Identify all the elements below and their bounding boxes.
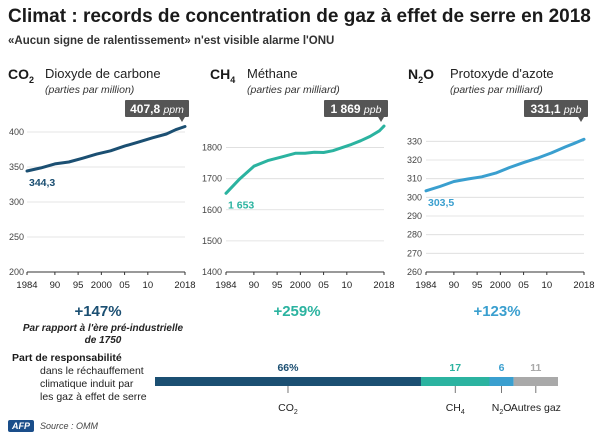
page-title: Climat : records de concentration de gaz… <box>8 6 591 27</box>
x-tick-label: 1984 <box>16 280 37 291</box>
x-tick-label: 2000 <box>290 280 311 291</box>
y-tick-label: 1800 <box>202 143 222 153</box>
x-tick-label: 90 <box>249 280 260 291</box>
end-value-pointer <box>378 117 384 122</box>
y-tick-label: 330 <box>407 136 422 146</box>
chart-panel-1: CO2 Dioxyde de carbone (parties par millio… <box>8 66 196 346</box>
x-tick-label: 10 <box>342 280 353 291</box>
responsibility-text: dans le réchauffement <box>40 365 144 377</box>
start-value-label: 344,3 <box>29 177 55 189</box>
gas-name: Méthane <box>247 66 298 81</box>
end-value-label: 407,8 ppm <box>130 102 184 116</box>
responsibility-text: climatique induit par <box>40 378 134 390</box>
page-subtitle: «Aucun signe de ralentissement» n'est vi… <box>8 35 335 47</box>
y-tick-label: 250 <box>9 232 24 242</box>
x-tick-label: 2000 <box>490 280 511 291</box>
x-tick-label: 95 <box>272 280 283 291</box>
x-tick-label: 90 <box>449 280 460 291</box>
series-line <box>25 125 187 173</box>
x-tick-label: 1984 <box>415 280 436 291</box>
footer: AFP Source : OMM <box>8 420 98 432</box>
y-tick-label: 310 <box>407 174 422 184</box>
y-tick-label: 1400 <box>202 267 222 277</box>
x-tick-label: 95 <box>472 280 483 291</box>
x-tick-label: 05 <box>318 280 329 291</box>
y-tick-label: 260 <box>407 267 422 277</box>
source-text: Source : OMM <box>40 421 99 431</box>
chart-panel-3: N2O Protoxyde d'azote (parties par milliar… <box>407 66 595 320</box>
change-percent: +147% <box>74 303 121 320</box>
responsibility-title: Part de responsabilité <box>12 352 122 364</box>
start-value-label: 1 653 <box>228 199 254 211</box>
gas-label: CO2 <box>278 402 298 416</box>
end-value-label: 331,1 ppb <box>531 102 582 116</box>
y-tick-label: 290 <box>407 211 422 221</box>
y-tick-label: 300 <box>407 192 422 202</box>
x-tick-label: 90 <box>50 280 61 291</box>
unit-label: (parties par milliard) <box>450 84 543 96</box>
share-bar-segment <box>513 377 558 386</box>
change-percent: +123% <box>473 303 520 320</box>
x-tick-label: 10 <box>143 280 154 291</box>
series-line <box>224 124 386 195</box>
gas-label: N2O <box>492 402 512 416</box>
x-tick-label: 05 <box>518 280 529 291</box>
x-tick-label: 2018 <box>573 280 594 291</box>
y-tick-label: 200 <box>9 267 24 277</box>
end-value-pointer <box>179 117 185 122</box>
gas-label: CH4 <box>446 402 465 416</box>
afp-logo: AFP <box>8 420 34 432</box>
responsibility-text: les gaz à effet de serre <box>40 391 147 403</box>
end-value-box <box>524 100 588 117</box>
unit-label: (parties par milliard) <box>247 84 340 96</box>
x-tick-label: 1984 <box>215 280 236 291</box>
end-value-box <box>125 100 189 117</box>
change-note-line: Par rapport à l'ère pré-industrielle <box>23 323 184 334</box>
end-value-label: 1 869 ppb <box>331 102 382 116</box>
share-value-label: 17 <box>449 362 461 374</box>
x-tick-label: 2018 <box>373 280 394 291</box>
gas-label: Autres gaz <box>511 402 561 414</box>
share-value-label: 11 <box>530 362 541 374</box>
x-tick-label: 05 <box>119 280 130 291</box>
x-tick-label: 95 <box>73 280 84 291</box>
y-tick-label: 1600 <box>202 205 222 215</box>
gas-formula: CO2 <box>8 66 34 85</box>
share-value-label: 66% <box>277 362 299 374</box>
share-value-label: 6 <box>499 362 505 374</box>
gas-name: Dioxyde de carbone <box>45 66 161 81</box>
y-tick-label: 320 <box>407 155 422 165</box>
x-tick-label: 2018 <box>174 280 195 291</box>
y-tick-label: 300 <box>9 197 24 207</box>
y-tick-label: 400 <box>9 127 24 137</box>
y-tick-label: 270 <box>407 248 422 258</box>
chart-panel-2: CH4 Méthane (parties par milliard) 1400 1500… <box>202 66 395 320</box>
share-bar-segment <box>420 377 490 386</box>
unit-label: (parties par million) <box>45 84 134 96</box>
end-value-pointer <box>578 117 584 122</box>
x-tick-label: 2000 <box>91 280 112 291</box>
share-bar-segment <box>155 377 421 386</box>
y-tick-label: 1500 <box>202 236 222 246</box>
y-tick-label: 350 <box>9 162 24 172</box>
share-bar-segment <box>489 377 514 386</box>
gas-formula: N2O <box>408 66 434 85</box>
gas-name: Protoxyde d'azote <box>450 66 554 81</box>
series-line <box>424 137 586 193</box>
change-note-line: de 1750 <box>85 335 122 346</box>
y-tick-label: 1700 <box>202 174 222 184</box>
y-tick-label: 280 <box>407 230 422 240</box>
end-value-box <box>324 100 388 117</box>
start-value-label: 303,5 <box>428 197 454 209</box>
change-percent: +259% <box>273 303 320 320</box>
x-tick-label: 10 <box>542 280 553 291</box>
gas-formula: CH4 <box>210 66 235 85</box>
